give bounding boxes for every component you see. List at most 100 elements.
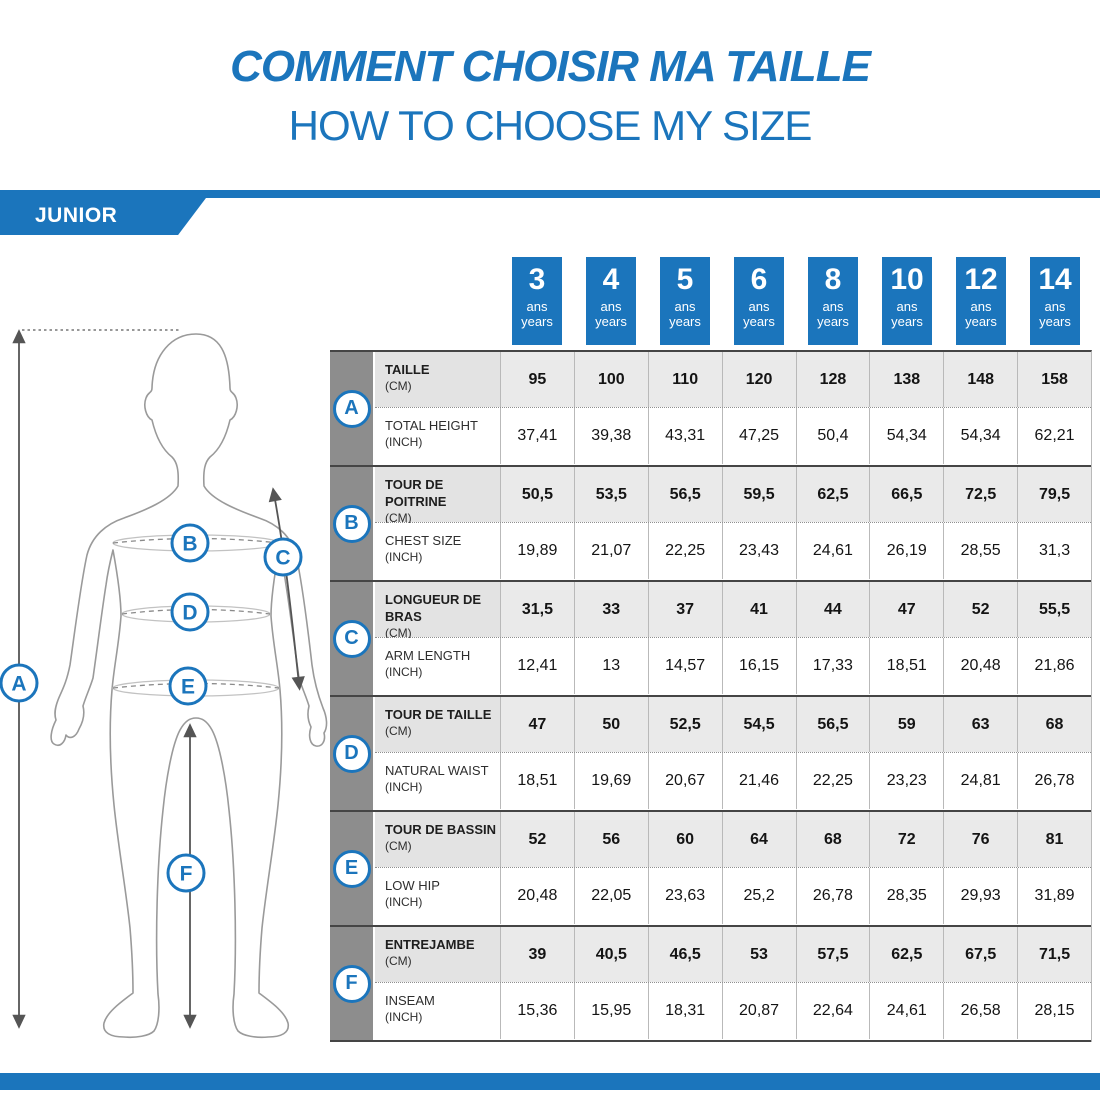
french-label: TOUR DE BASSIN <box>385 822 496 837</box>
inch-value-cell: 15,95 <box>573 983 648 1039</box>
letter-badge-label: A <box>344 397 359 419</box>
junior-banner-label: JUNIOR <box>35 203 118 227</box>
measurement-block-f: F ENTREJAMBE (CM) 39 40,5 46,5 53 57,5 62,5 67… <box>330 927 1091 1042</box>
age-column: 12 ans years <box>944 257 1018 345</box>
inch-value-cell: 23,43 <box>721 523 796 579</box>
age-unit-french: ans <box>600 298 622 314</box>
cm-value-cell: 72,5 <box>943 467 1018 522</box>
letter-sidebar: A <box>330 352 375 465</box>
inch-row-label: INSEAM (INCH) <box>375 983 500 1039</box>
cm-value-cell: 53 <box>721 927 796 982</box>
age-unit-french: ans <box>526 298 548 314</box>
age-header-5: 5 ans years <box>660 257 710 345</box>
inch-value-cell: 20,48 <box>500 868 574 924</box>
cm-value-cell: 158 <box>1017 352 1091 407</box>
diagram-letter-a: A <box>0 663 39 703</box>
cm-value-cell: 52 <box>943 582 1018 637</box>
age-unit-english: years <box>817 314 849 330</box>
english-label: LOW HIP <box>385 878 440 893</box>
cm-row-label: LONGUEUR DE BRAS (CM) <box>375 582 500 640</box>
svg-text:F: F <box>180 863 193 886</box>
letter-sidebar: F <box>330 927 375 1040</box>
letter-badge-label: B <box>344 512 359 534</box>
inch-unit-label: (INCH) <box>385 434 423 449</box>
svg-text:D: D <box>182 602 197 625</box>
letter-badge-label: E <box>344 857 359 879</box>
inch-row-label: CHEST SIZE (INCH) <box>375 523 500 579</box>
measurement-block-c: C LONGUEUR DE BRAS (CM) 31,5 33 37 41 44 47 52… <box>330 582 1091 697</box>
inch-value-cell: 28,55 <box>943 523 1018 579</box>
age-header-12: 12 ans years <box>956 257 1006 345</box>
cm-value-cell: 59 <box>869 697 944 752</box>
inch-value-cell: 43,31 <box>647 408 722 464</box>
cm-value-cell: 46,5 <box>647 927 722 982</box>
inch-value-cell: 17,33 <box>795 638 870 694</box>
inch-value-cell: 22,64 <box>795 983 870 1039</box>
inch-value-cell: 21,07 <box>573 523 648 579</box>
inch-value-cell: 26,19 <box>869 523 944 579</box>
diagram-letter-f: F <box>166 853 206 893</box>
age-header-row: 3 ans years 4 ans years 5 ans years 6 an… <box>500 257 1092 345</box>
age-unit-english: years <box>891 314 923 330</box>
english-label: INSEAM <box>385 993 435 1008</box>
measurement-rows: LONGUEUR DE BRAS (CM) 31,5 33 37 41 44 47 52 55… <box>375 582 1091 695</box>
measurement-rows: TOUR DE POITRINE (CM) 50,5 53,5 56,5 59,5 62… <box>375 467 1091 580</box>
inch-value-cell: 25,2 <box>721 868 796 924</box>
age-column: 14 ans years <box>1018 257 1092 345</box>
age-unit-english: years <box>1039 314 1071 330</box>
measurement-block-b: B TOUR DE POITRINE (CM) 50,5 53,5 56,5 59,5… <box>330 467 1091 582</box>
inch-value-cell: 15,36 <box>500 983 574 1039</box>
age-header-3: 3 ans years <box>512 257 562 345</box>
measurement-rows: TAILLE (CM) 95 100 110 120 128 138 148 158 TOTA… <box>375 352 1091 465</box>
inch-value-cell: 29,93 <box>943 868 1018 924</box>
cm-row: TAILLE (CM) 95 100 110 120 128 138 148 158 <box>375 352 1091 408</box>
inch-value-cell: 24,61 <box>795 523 870 579</box>
letter-badge: C <box>332 619 371 658</box>
cm-row-label: TOUR DE POITRINE (CM) <box>375 467 500 525</box>
age-column: 4 ans years <box>574 257 648 345</box>
cm-unit-label: (CM) <box>385 378 412 393</box>
age-number: 14 <box>1038 263 1072 296</box>
inch-row-label: TOTAL HEIGHT (INCH) <box>375 408 500 464</box>
svg-text:C: C <box>275 547 290 570</box>
english-label: ARM LENGTH <box>385 648 471 663</box>
inch-value-cell: 22,25 <box>795 753 870 809</box>
inch-row: TOTAL HEIGHT (INCH) 37,41 39,38 43,31 47,25… <box>375 408 1091 464</box>
cm-value-cell: 47 <box>500 697 574 752</box>
inch-value-cell: 13 <box>573 638 648 694</box>
inch-value-cell: 18,51 <box>500 753 574 809</box>
inch-value-cell: 50,4 <box>795 408 870 464</box>
age-number: 8 <box>824 263 842 296</box>
inch-value-cell: 31,89 <box>1017 868 1091 924</box>
cm-row: TOUR DE POITRINE (CM) 50,5 53,5 56,5 59,5 62… <box>375 467 1091 525</box>
inch-value-cell: 22,05 <box>573 868 648 924</box>
french-label: TOUR DE TAILLE <box>385 707 492 722</box>
cm-value-cell: 120 <box>721 352 796 407</box>
inch-value-cell: 23,23 <box>869 753 944 809</box>
inch-row: CHEST SIZE (INCH) 19,89 21,07 22,25 23,43 24… <box>375 523 1091 579</box>
diagram-letter-c: C <box>263 537 303 577</box>
cm-value-cell: 44 <box>795 582 870 637</box>
age-unit-english: years <box>595 314 627 330</box>
inch-value-cell: 19,69 <box>573 753 648 809</box>
cm-row: TOUR DE BASSIN (CM) 52 56 60 64 68 72 76 81 <box>375 812 1091 868</box>
cm-value-cell: 79,5 <box>1017 467 1091 522</box>
inch-value-cell: 14,57 <box>647 638 722 694</box>
diagram-letter-d: D <box>170 592 210 632</box>
cm-value-cell: 57,5 <box>795 927 870 982</box>
inch-row: LOW HIP (INCH) 20,48 22,05 23,63 25,2 26,78 2… <box>375 868 1091 924</box>
english-label: NATURAL WAIST <box>385 763 489 778</box>
inch-value-cell: 28,15 <box>1017 983 1091 1039</box>
cm-value-cell: 62,5 <box>869 927 944 982</box>
cm-row: TOUR DE TAILLE (CM) 47 50 52,5 54,5 56,5 59 63… <box>375 697 1091 753</box>
inch-value-cell: 54,34 <box>943 408 1018 464</box>
cm-value-cell: 81 <box>1017 812 1091 867</box>
age-number: 6 <box>750 263 768 296</box>
inch-value-cell: 28,35 <box>869 868 944 924</box>
inch-row-label: LOW HIP (INCH) <box>375 868 500 924</box>
svg-text:A: A <box>11 673 26 696</box>
age-header-14: 14 ans years <box>1030 257 1080 345</box>
inch-row: ARM LENGTH (INCH) 12,41 13 14,57 16,15 17,33… <box>375 638 1091 694</box>
age-unit-english: years <box>669 314 701 330</box>
